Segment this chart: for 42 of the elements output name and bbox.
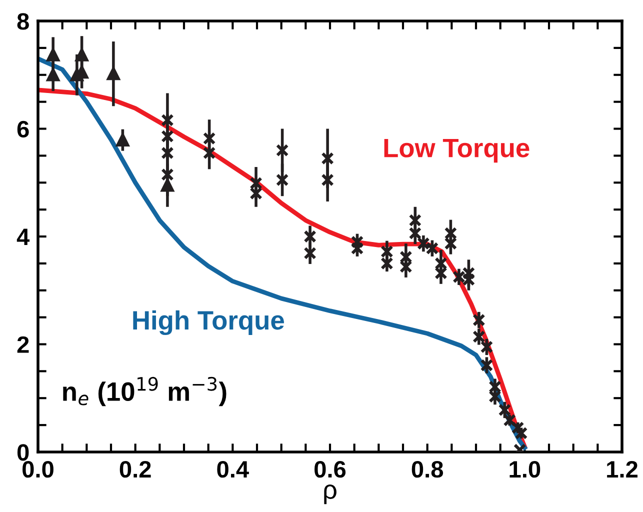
point xyxy=(400,250,412,264)
x-tick-label: 1.0 xyxy=(510,460,540,478)
point xyxy=(202,132,216,145)
y-tick-label: 8 xyxy=(17,13,29,30)
x-tick-label: 0.6 xyxy=(314,460,346,478)
point xyxy=(434,257,448,270)
point xyxy=(488,380,502,394)
x-tick-label: 0.8 xyxy=(412,460,444,478)
point xyxy=(444,226,458,240)
point xyxy=(276,174,289,186)
point xyxy=(276,144,289,157)
x-tick-label: 1.2 xyxy=(607,460,638,478)
point xyxy=(350,235,364,248)
point xyxy=(304,246,316,260)
point xyxy=(161,168,174,181)
series-label: High Torque xyxy=(133,310,284,336)
point xyxy=(46,48,60,62)
x-tick-label: 0.0 xyxy=(22,460,54,478)
point xyxy=(161,130,174,143)
x-tick-label: 0.2 xyxy=(120,460,151,478)
x-tick-label: 0.4 xyxy=(217,460,249,478)
point xyxy=(116,134,130,146)
y-tick-label: 0 xyxy=(17,444,29,461)
y-axis-title: n$_{e}$ (10$^{19}$ m$^{−3}$) xyxy=(63,376,226,406)
point xyxy=(161,114,174,127)
y-tick-label: 4 xyxy=(16,228,30,246)
point xyxy=(46,68,60,82)
y-tick-label: 2 xyxy=(17,336,29,353)
text: Low Torque xyxy=(384,138,530,163)
point xyxy=(444,237,458,250)
point xyxy=(380,257,394,270)
point xyxy=(75,48,88,62)
point xyxy=(321,174,334,186)
point xyxy=(408,214,422,227)
x-axis-title: ρ xyxy=(324,484,336,504)
point xyxy=(161,178,174,192)
y-tick-label: 6 xyxy=(17,120,29,138)
point xyxy=(107,67,120,80)
point xyxy=(350,242,364,255)
point xyxy=(514,426,528,440)
point xyxy=(250,176,262,190)
point xyxy=(321,152,334,165)
